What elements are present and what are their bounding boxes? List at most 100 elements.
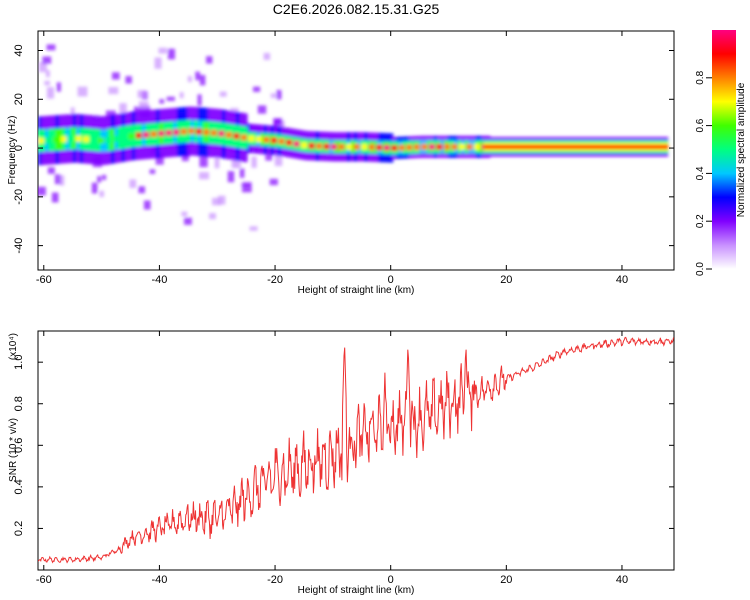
y-tick-label: 0.6 [13, 438, 25, 453]
heat-cell [298, 138, 304, 151]
heat-cell [323, 143, 330, 150]
snr-frame [37, 330, 675, 571]
x-tick-label: 40 [616, 274, 628, 286]
heat-cell [227, 171, 235, 183]
heat-cell [125, 76, 132, 84]
bottom-y-axis-label: SNR (10 * v/v) [8, 418, 19, 482]
heat-cell [105, 137, 112, 143]
heat-cell [203, 129, 210, 136]
heat-cell [149, 169, 156, 174]
heat-cell [83, 136, 90, 143]
heat-cell [398, 144, 405, 151]
heat-cell [154, 57, 162, 69]
heat-cell [143, 131, 150, 138]
y-tick-label: -20 [13, 189, 25, 205]
x-tick-label: -20 [267, 274, 283, 286]
x-tick-label: 0 [388, 274, 394, 286]
heat-cell [162, 122, 168, 145]
y-tick-label: 1.0 [13, 355, 25, 370]
heat-cell [338, 143, 345, 150]
heat-cell [56, 82, 61, 92]
heat-cell [113, 135, 120, 142]
heat-cell [239, 168, 245, 178]
heat-cell [218, 130, 225, 137]
heat-cell [158, 130, 165, 137]
colorbar: 0.0 0.2 0.4 0.6 0.8 Normalized spectral ampl… [695, 30, 747, 276]
heat-cell [51, 192, 59, 203]
heat-cell [214, 122, 220, 145]
heat-cell [251, 156, 257, 168]
heat-cell [242, 182, 252, 193]
heat-cell [72, 127, 78, 150]
heat-cell [68, 135, 75, 142]
heat-cell [124, 125, 130, 148]
colorbar-tick-label: 0.6 [695, 118, 706, 132]
heat-cell [451, 143, 458, 150]
heat-cell [150, 131, 157, 138]
heat-cell [383, 144, 390, 151]
top-x-axis: -60 -40 -20 0 20 40 [36, 31, 628, 286]
heat-cell [436, 143, 443, 150]
heat-cell [117, 127, 123, 149]
spectrogram-panel: -60 -40 -20 0 20 40 -40 -20 0 20 40 Height of str… [7, 30, 675, 296]
figure-title: C2E6.2026.082.15.31.G25 [273, 1, 440, 17]
heat-cell [274, 154, 283, 167]
heat-cell [167, 48, 176, 60]
heat-cell [98, 137, 105, 144]
heat-cell [53, 136, 60, 143]
colorbar-ticks: 0.0 0.2 0.4 0.6 0.8 [695, 70, 712, 276]
heat-cell [253, 132, 259, 146]
heat-cell [99, 190, 105, 198]
heat-band [483, 144, 669, 149]
heat-cell [138, 186, 146, 194]
heat-cell [316, 143, 323, 150]
heat-cell [346, 143, 353, 150]
heat-cell [60, 136, 67, 143]
heat-cell [120, 134, 127, 141]
heat-cell [158, 47, 168, 54]
y-tick-label: 20 [13, 93, 25, 105]
heat-cell [217, 195, 226, 205]
x-tick-label: 20 [500, 574, 512, 586]
heat-cell [199, 156, 208, 168]
heat-cell [225, 131, 232, 138]
heat-cell [473, 143, 480, 150]
heat-cell [353, 143, 360, 150]
x-tick-label: 0 [388, 574, 394, 586]
top-x-axis-label: Height of straight line (km) [298, 285, 415, 296]
colorbar-label: Normalized spectral amplitude [736, 82, 747, 217]
heat-cell [195, 128, 202, 135]
heat-cell [265, 154, 273, 161]
heat-cell [181, 152, 189, 162]
heat-cell [233, 133, 240, 140]
heat-cell [38, 61, 47, 73]
heat-cell [188, 128, 195, 134]
heat-cell [134, 106, 141, 114]
heat-cell [240, 134, 247, 141]
heat-cell [75, 135, 82, 142]
heat-cell [195, 71, 201, 81]
heat-cell [44, 80, 50, 86]
top-y-axis: -40 -20 0 20 40 [13, 44, 674, 254]
heat-cell [271, 137, 278, 144]
y-tick-label: 0 [13, 145, 25, 151]
heat-cell [206, 56, 213, 64]
heat-cell [45, 137, 52, 144]
colorbar-tick-label: 0.0 [695, 262, 706, 276]
y-tick-label: 0.2 [13, 521, 25, 536]
heat-cell [388, 141, 394, 155]
heat-cell [135, 132, 142, 139]
heat-cell [70, 107, 75, 118]
heat-cell [91, 182, 98, 194]
heat-cell [45, 70, 50, 78]
heat-cell [263, 136, 270, 143]
y-tick-label: 40 [13, 44, 25, 56]
heat-cell [406, 144, 413, 151]
heat-cell [166, 96, 175, 101]
heat-cell [274, 119, 281, 126]
colorbar-tick-label: 0.2 [695, 214, 706, 228]
heat-cell [46, 87, 55, 99]
heat-cell [143, 200, 151, 210]
y-tick-label: 0.8 [13, 396, 25, 411]
colorbar-tick-label: 0.8 [695, 70, 706, 84]
